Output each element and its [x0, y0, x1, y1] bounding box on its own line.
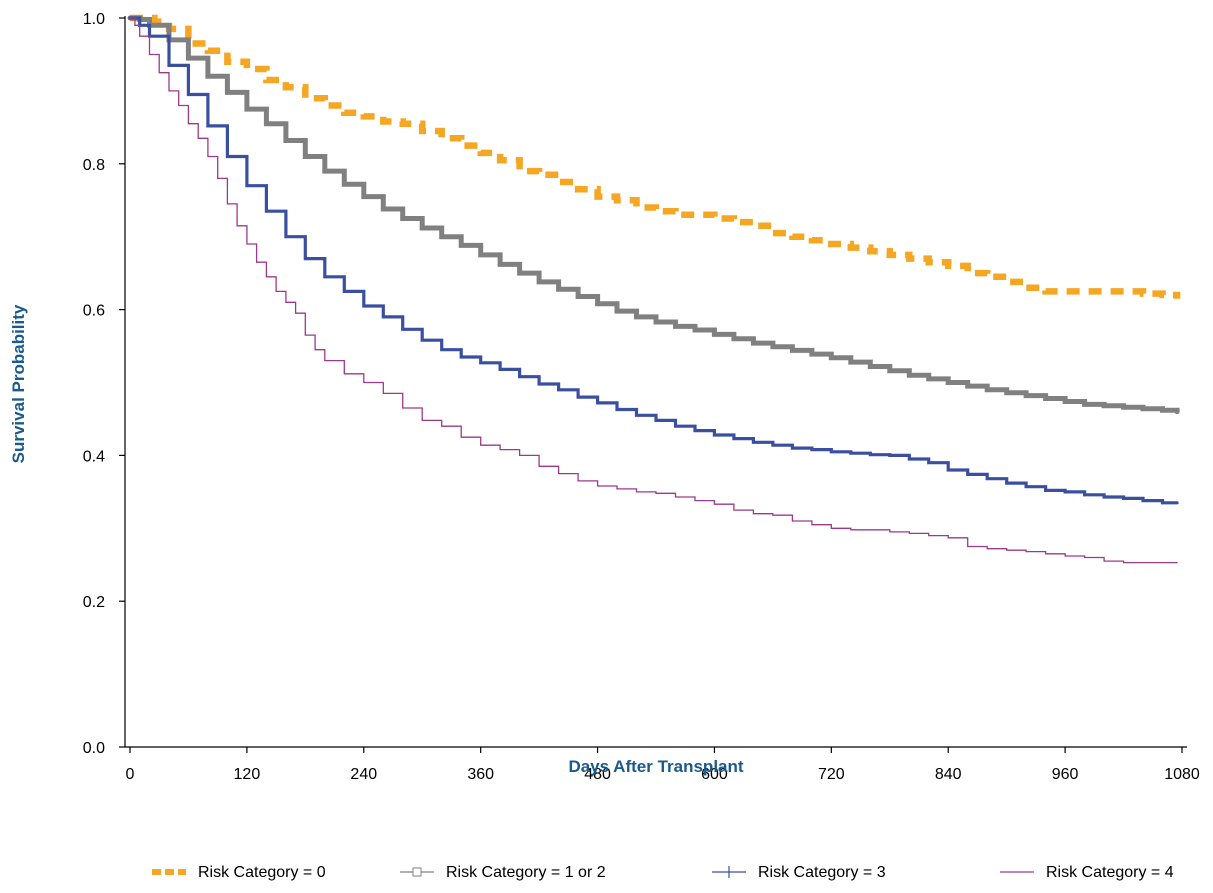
y-tick-label: 0.2	[83, 594, 105, 611]
y-axis-title: Survival Probability	[9, 304, 28, 463]
series-line-2	[128, 16, 1179, 505]
x-tick-label: 600	[701, 766, 728, 783]
series-line-1	[127, 15, 1180, 415]
legend-marker-1	[412, 867, 422, 877]
x-tick-label: 720	[818, 766, 845, 783]
series-layer	[127, 14, 1181, 564]
legend-label-3: Risk Category = 4	[1046, 864, 1174, 881]
x-axis-title: Days After Transplant	[568, 757, 743, 776]
x-tick-label: 480	[584, 766, 611, 783]
series-line-3	[129, 17, 1178, 564]
axes: 0 120 240 360 480 600 720 840 960 1080 0.0 0.2 0.4 0.…	[83, 11, 1200, 783]
legend-label-2: Risk Category = 3	[758, 864, 886, 881]
x-tick-label: 1080	[1164, 766, 1200, 783]
series-line-0	[130, 14, 1181, 299]
legend: Risk Category = 0 Risk Category = 1 or 2 R…	[152, 864, 1174, 881]
y-tick-label: 0.4	[83, 448, 105, 465]
legend-label-1: Risk Category = 1 or 2	[446, 864, 606, 881]
y-tick-label: 0.0	[83, 740, 105, 757]
x-tick-label: 360	[467, 766, 494, 783]
x-tick-label: 840	[935, 766, 962, 783]
x-tick-label: 240	[350, 766, 377, 783]
legend-label-0: Risk Category = 0	[198, 864, 326, 881]
x-tick-label: 120	[234, 766, 261, 783]
y-tick-label: 1.0	[83, 11, 105, 28]
y-tick-label: 0.8	[83, 157, 105, 174]
x-tick-label: 0	[126, 766, 135, 783]
x-tick-label: 960	[1052, 766, 1079, 783]
y-tick-label: 0.6	[83, 303, 105, 320]
